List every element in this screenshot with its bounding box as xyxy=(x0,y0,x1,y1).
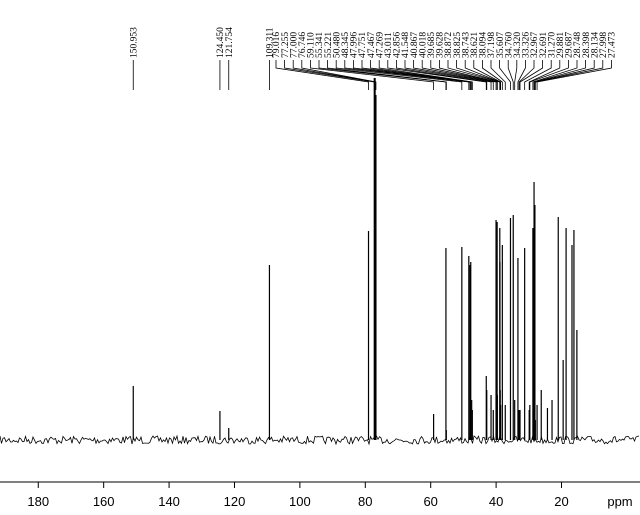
peak-label: 28.134 xyxy=(590,32,600,58)
peak-label: 38.743 xyxy=(461,32,471,58)
peak-label: 121.754 xyxy=(225,27,235,58)
peak-label: 38.825 xyxy=(453,32,463,58)
peak-leader xyxy=(532,60,578,90)
peak-label: 32.691 xyxy=(539,32,549,58)
x-tick-label: 60 xyxy=(423,494,437,509)
x-tick-label: 120 xyxy=(224,494,246,509)
peak-leader xyxy=(524,60,552,90)
peak-leader xyxy=(438,60,498,90)
peak-label: 124.450 xyxy=(216,27,226,58)
peak-label: 76.746 xyxy=(298,32,308,58)
peak-leader xyxy=(309,60,435,90)
peak-leader xyxy=(352,60,471,90)
peak-leader xyxy=(327,60,447,90)
peak-label: 27.998 xyxy=(599,32,609,58)
peak-leader xyxy=(528,60,561,90)
peak-label: 28.398 xyxy=(582,32,592,58)
peak-label: 43.011 xyxy=(384,32,394,58)
peak-leader xyxy=(413,60,494,90)
x-tick-label: 160 xyxy=(93,494,115,509)
peak-label: 79.016 xyxy=(272,32,282,58)
peak-label: 55.221 xyxy=(324,32,334,58)
peak-leader xyxy=(395,60,488,90)
peak-label: 47.269 xyxy=(375,32,385,58)
peak-label: 109.311 xyxy=(266,27,276,58)
peak-label: 40.018 xyxy=(418,32,428,58)
peak-label: 55.341 xyxy=(315,32,325,58)
peak-leader xyxy=(481,60,503,90)
peak-label: 77.255 xyxy=(281,32,291,58)
baseline-noise xyxy=(0,434,640,446)
peak-label: 41.548 xyxy=(401,32,411,58)
peak-leader xyxy=(335,60,463,90)
x-tick-label: 40 xyxy=(489,494,503,509)
peak-leader xyxy=(421,60,497,90)
peak-label: 47.751 xyxy=(358,32,368,58)
x-axis-label: ppm xyxy=(607,494,632,509)
peak-leader xyxy=(536,60,612,90)
peak-leader xyxy=(499,60,511,90)
peak-leader xyxy=(344,60,470,90)
peak-leader xyxy=(529,60,569,90)
peak-label: 150.953 xyxy=(129,27,139,58)
peak-label: 48.345 xyxy=(341,32,351,58)
peak-label: 29.881 xyxy=(556,32,566,58)
peak-leader xyxy=(284,60,375,90)
peak-leader xyxy=(473,60,502,90)
peak-label: 42.856 xyxy=(393,32,403,58)
peak-leader xyxy=(275,60,369,90)
peak-label: 34.320 xyxy=(513,32,523,58)
peak-label: 50.480 xyxy=(332,32,342,58)
peak-label: 32.967 xyxy=(530,32,540,58)
peak-label: 59.110 xyxy=(307,32,317,58)
peak-leader xyxy=(519,60,543,90)
peak-leader xyxy=(387,60,487,90)
peak-label: 38.094 xyxy=(479,32,489,58)
peak-label: 39.685 xyxy=(427,32,437,58)
x-tick-label: 100 xyxy=(289,494,311,509)
peak-leader xyxy=(292,60,376,90)
peak-leader xyxy=(534,60,604,90)
x-tick-label: 80 xyxy=(358,494,372,509)
peak-label: 39.628 xyxy=(436,32,446,58)
peak-leader xyxy=(517,60,526,90)
peak-label: 29.687 xyxy=(565,32,575,58)
peak-label: 77.000 xyxy=(289,32,299,58)
peak-label: 38.621 xyxy=(470,32,480,58)
peak-leader xyxy=(534,60,595,90)
peak-label: 37.198 xyxy=(487,32,497,58)
peak-leader xyxy=(301,60,377,90)
peak-leader xyxy=(370,60,473,90)
peak-leader xyxy=(507,60,514,90)
peak-label: 28.748 xyxy=(573,32,583,58)
peak-leader xyxy=(518,60,535,90)
peak-label: 40.867 xyxy=(410,32,420,58)
peak-leader xyxy=(533,60,586,90)
peak-label: 35.607 xyxy=(496,32,506,58)
x-tick-label: 20 xyxy=(554,494,568,509)
peak-label: 27.473 xyxy=(608,32,618,58)
peak-label: 34.760 xyxy=(504,32,514,58)
peak-leader xyxy=(378,60,473,90)
x-tick-label: 140 xyxy=(158,494,180,509)
peak-label: 38.872 xyxy=(444,32,454,58)
peak-leader xyxy=(514,60,518,90)
peak-label: 33.326 xyxy=(522,32,532,58)
x-tick-label: 180 xyxy=(27,494,49,509)
peak-leader xyxy=(404,60,492,90)
peak-leader xyxy=(361,60,472,90)
peak-label: 47.467 xyxy=(367,32,377,58)
peak-label: 47.996 xyxy=(350,32,360,58)
peak-leader xyxy=(490,60,506,90)
peak-label: 31.270 xyxy=(547,32,557,58)
